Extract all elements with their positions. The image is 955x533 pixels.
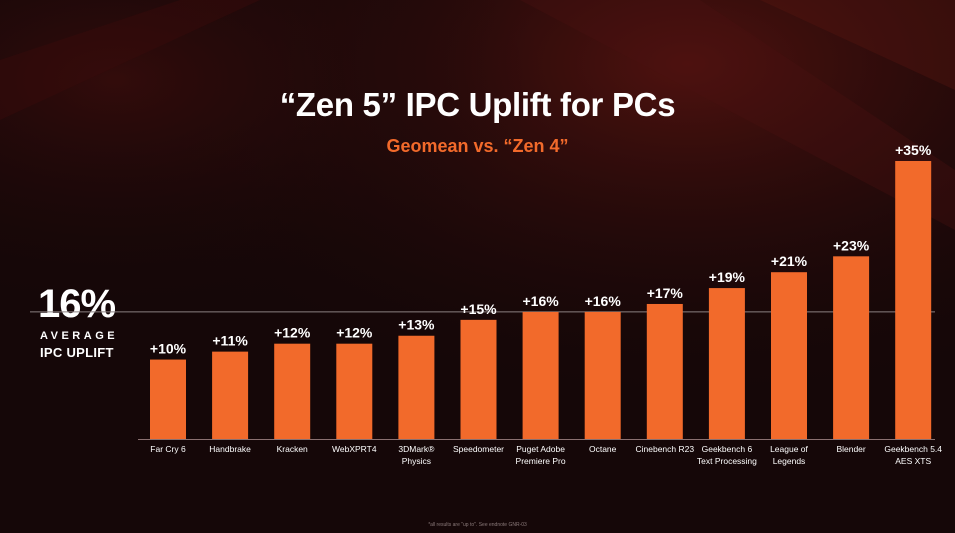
- category-label: Far Cry 6: [150, 444, 186, 454]
- category-label: Text Processing: [697, 456, 757, 466]
- bar-value-label: +10%: [150, 341, 187, 357]
- bar: [274, 343, 311, 439]
- average-label: AVERAGE: [40, 330, 119, 342]
- bar-value-label: +23%: [833, 237, 870, 253]
- average-uplift-value: 16%: [38, 282, 116, 326]
- category-label: Cinebench R23: [635, 444, 694, 454]
- bar-value-label: +17%: [647, 285, 684, 301]
- bar-value-label: +13%: [398, 317, 435, 333]
- bar: [584, 311, 621, 439]
- category-label: Legends: [773, 456, 806, 466]
- category-label: Kracken: [277, 444, 308, 454]
- bar-value-label: +21%: [771, 253, 808, 269]
- category-label: AES XTS: [895, 456, 931, 466]
- category-label: Geekbench 5.4: [884, 444, 942, 454]
- ipc-uplift-label: IPC UPLIFT: [40, 345, 114, 360]
- category-label: 3DMark®: [398, 444, 435, 454]
- bar-value-label: +12%: [336, 325, 373, 341]
- bar-value-label: +12%: [274, 325, 311, 341]
- bar-value-label: +11%: [212, 333, 248, 349]
- chart-title: “Zen 5” IPC Uplift for PCs: [279, 86, 676, 123]
- bar-value-label: +16%: [585, 293, 622, 309]
- bar-value-label: +35%: [895, 142, 932, 158]
- bar: [336, 343, 373, 439]
- category-label: Geekbench 6: [702, 444, 753, 454]
- bar: [212, 351, 249, 439]
- category-label: Blender: [836, 444, 865, 454]
- bar: [646, 303, 683, 439]
- bar: [398, 335, 435, 439]
- bar: [150, 359, 186, 439]
- category-label: League of: [770, 444, 808, 454]
- bar: [708, 288, 745, 439]
- category-label: WebXPRT4: [332, 444, 377, 454]
- category-label: Physics: [402, 456, 431, 466]
- category-label: Puget Adobe: [516, 444, 565, 454]
- category-label: Octane: [589, 444, 617, 454]
- footnote: *all results are "up to". See endnote GN…: [428, 522, 527, 528]
- category-label: Speedometer: [453, 444, 504, 454]
- chart-subtitle: Geomean vs. “Zen 4”: [386, 136, 569, 156]
- category-label: Premiere Pro: [516, 456, 566, 466]
- bar: [895, 161, 932, 439]
- bar-value-label: +15%: [460, 301, 497, 317]
- bar-value-label: +16%: [522, 293, 559, 309]
- bar: [771, 272, 807, 439]
- category-label: Handbrake: [209, 444, 251, 454]
- bar: [460, 319, 497, 439]
- bar: [833, 256, 870, 439]
- bar: [522, 311, 559, 439]
- bar-value-label: +19%: [709, 269, 746, 285]
